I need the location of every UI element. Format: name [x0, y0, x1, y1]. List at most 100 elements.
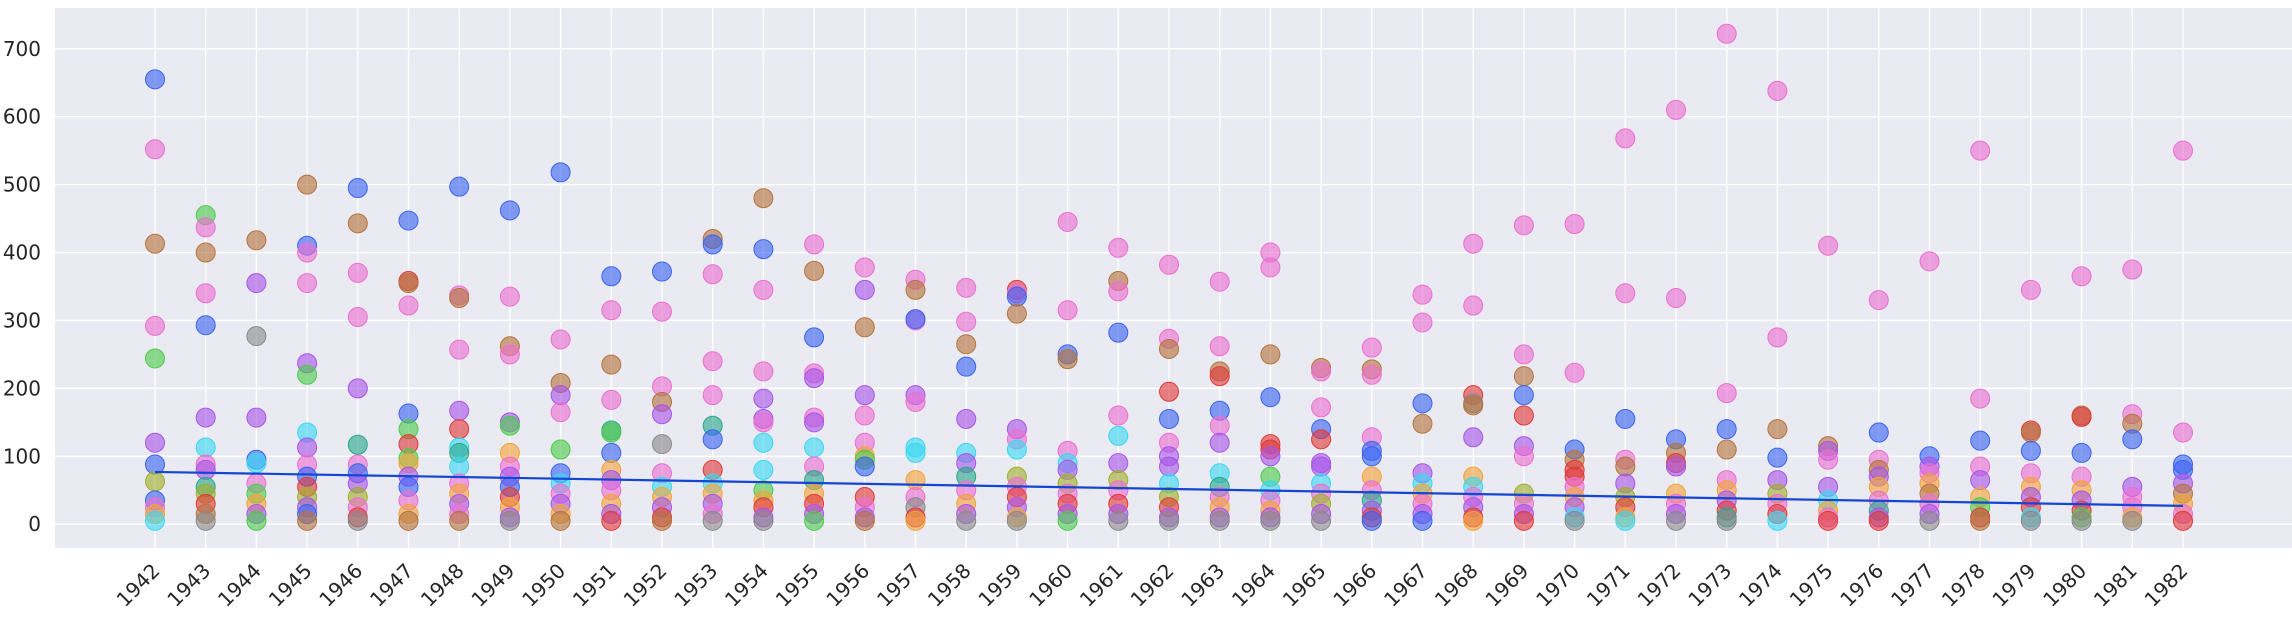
- x-tick-label: 1957: [872, 559, 925, 612]
- data-point: [1412, 284, 1433, 305]
- data-point: [804, 368, 825, 389]
- data-point: [195, 242, 216, 263]
- x-tick-label: 1979: [1987, 559, 2040, 612]
- data-point: [1006, 286, 1027, 307]
- data-point: [347, 213, 368, 234]
- x-tick-label: 1959: [973, 559, 1026, 612]
- data-point: [1767, 80, 1788, 101]
- data-point: [297, 242, 318, 263]
- y-tick-label: 0: [28, 512, 41, 536]
- data-point: [1209, 336, 1230, 357]
- data-point: [1615, 283, 1636, 304]
- data-point: [652, 434, 672, 455]
- y-tick-label: 300: [3, 308, 41, 332]
- y-tick-label: 700: [3, 37, 41, 61]
- data-point: [753, 459, 774, 480]
- data-point: [297, 510, 318, 531]
- data-point: [1970, 510, 1991, 531]
- data-point: [246, 407, 267, 428]
- data-point: [1615, 408, 1636, 429]
- data-point: [753, 188, 774, 209]
- data-point: [1818, 449, 1839, 470]
- data-point: [956, 311, 977, 332]
- data-point: [499, 200, 520, 221]
- data-point: [1260, 446, 1281, 467]
- data-point: [1108, 322, 1129, 343]
- x-tick-label: 1954: [720, 559, 773, 612]
- data-point: [499, 344, 520, 365]
- x-tick-label: 1982: [2140, 559, 2193, 612]
- data-point: [145, 510, 165, 531]
- data-point: [398, 510, 419, 531]
- data-point: [1159, 338, 1179, 359]
- data-point: [804, 510, 825, 531]
- data-point: [1057, 211, 1078, 232]
- x-tick-label: 1964: [1227, 559, 1280, 612]
- x-tick-label: 1956: [821, 559, 874, 612]
- x-tick-label: 1962: [1126, 559, 1179, 612]
- data-point: [398, 210, 419, 231]
- data-point: [1209, 510, 1230, 531]
- x-axis-ticks: 1942194319441945194619471948194919501951…: [112, 559, 2193, 612]
- data-point: [145, 432, 165, 453]
- data-point: [1564, 214, 1585, 234]
- data-point: [499, 510, 520, 531]
- data-point: [1108, 405, 1129, 426]
- data-point: [753, 510, 774, 531]
- y-axis-ticks: 0 100 200 300 400 500 600 700: [3, 37, 41, 536]
- data-point: [1716, 439, 1737, 460]
- y-tick-label: 500: [3, 173, 41, 197]
- data-point: [1767, 419, 1788, 440]
- data-point: [195, 407, 216, 428]
- data-point: [804, 327, 825, 348]
- data-point: [753, 361, 774, 382]
- data-point: [1209, 271, 1230, 292]
- data-point: [854, 317, 875, 338]
- data-point: [1767, 327, 1788, 348]
- data-point: [804, 234, 825, 255]
- data-point: [1159, 456, 1179, 477]
- data-point: [1006, 510, 1027, 531]
- data-point: [2071, 442, 2092, 463]
- data-point: [905, 279, 926, 300]
- x-tick-label: 1973: [1683, 559, 1736, 612]
- data-point: [145, 471, 165, 492]
- data-point: [1209, 366, 1230, 387]
- data-point: [1412, 510, 1433, 531]
- data-point: [1666, 510, 1686, 531]
- data-point: [2122, 259, 2143, 280]
- data-point: [652, 301, 672, 322]
- data-point: [2071, 266, 2092, 287]
- data-point: [297, 174, 318, 195]
- data-point: [854, 385, 875, 406]
- x-tick-label: 1974: [1734, 559, 1787, 612]
- data-point: [601, 442, 622, 463]
- x-tick-label: 1970: [1531, 559, 1584, 612]
- data-point: [1513, 510, 1534, 531]
- data-point: [905, 309, 926, 330]
- x-tick-label: 1978: [1937, 559, 1990, 612]
- data-point: [601, 510, 622, 531]
- data-point: [1260, 257, 1281, 278]
- data-point: [2173, 140, 2193, 161]
- data-point: [753, 279, 774, 300]
- data-point: [1108, 425, 1129, 446]
- data-point: [2071, 510, 2092, 531]
- data-point: [804, 260, 825, 281]
- data-point: [347, 262, 368, 283]
- x-tick-label: 1942: [112, 559, 165, 612]
- data-point: [195, 437, 216, 458]
- data-point: [601, 354, 622, 375]
- data-point: [1716, 23, 1737, 44]
- data-point: [2020, 279, 2041, 300]
- data-point: [347, 307, 368, 328]
- data-point: [145, 315, 165, 336]
- data-point: [1311, 510, 1332, 531]
- x-tick-label: 1980: [2038, 559, 2091, 612]
- data-point: [1159, 254, 1179, 275]
- data-point: [753, 432, 774, 453]
- y-tick-label: 200: [3, 376, 41, 400]
- data-point: [449, 339, 470, 360]
- data-point: [905, 391, 926, 412]
- data-point: [1868, 290, 1889, 311]
